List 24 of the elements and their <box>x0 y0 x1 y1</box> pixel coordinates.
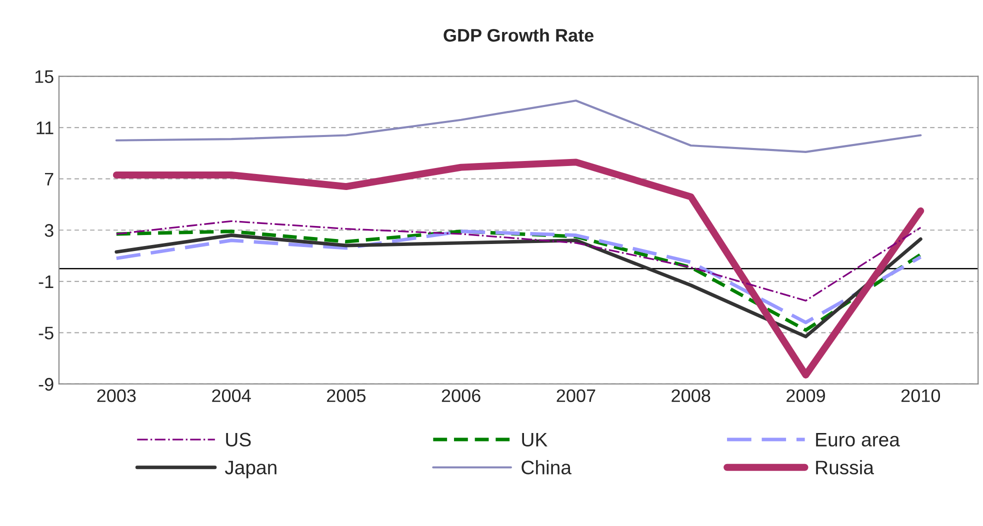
y-tick-label: 11 <box>36 122 54 134</box>
legend-label: UK <box>522 432 548 447</box>
x-tick-label: 2009 <box>786 389 825 402</box>
y-tick-label: -5 <box>38 326 54 340</box>
y-tick-label: 15 <box>35 70 54 83</box>
x-tick-label: 2006 <box>442 389 480 402</box>
x-tick-label: 2005 <box>327 389 366 402</box>
chart-title: GDP Growth Rate <box>444 28 594 42</box>
legend-label: Euro area <box>816 432 900 447</box>
x-tick-label: 2007 <box>556 389 596 402</box>
x-tick-label: 2003 <box>97 389 136 402</box>
legend-label: US <box>226 432 251 447</box>
legend-label: China <box>522 460 572 474</box>
y-tick-label: 7 <box>45 172 54 186</box>
x-tick-label: 2004 <box>212 389 251 402</box>
legend-label: Russia <box>816 460 874 474</box>
y-tick-label: 3 <box>44 224 54 237</box>
line-series <box>115 100 922 153</box>
y-tick-label: -1 <box>38 276 54 288</box>
legend-label: Japan <box>224 460 276 478</box>
x-tick-label: 2008 <box>672 389 710 402</box>
x-tick-label: 2010 <box>901 389 940 402</box>
line-series <box>116 220 922 302</box>
y-tick-label: -9 <box>38 378 54 391</box>
